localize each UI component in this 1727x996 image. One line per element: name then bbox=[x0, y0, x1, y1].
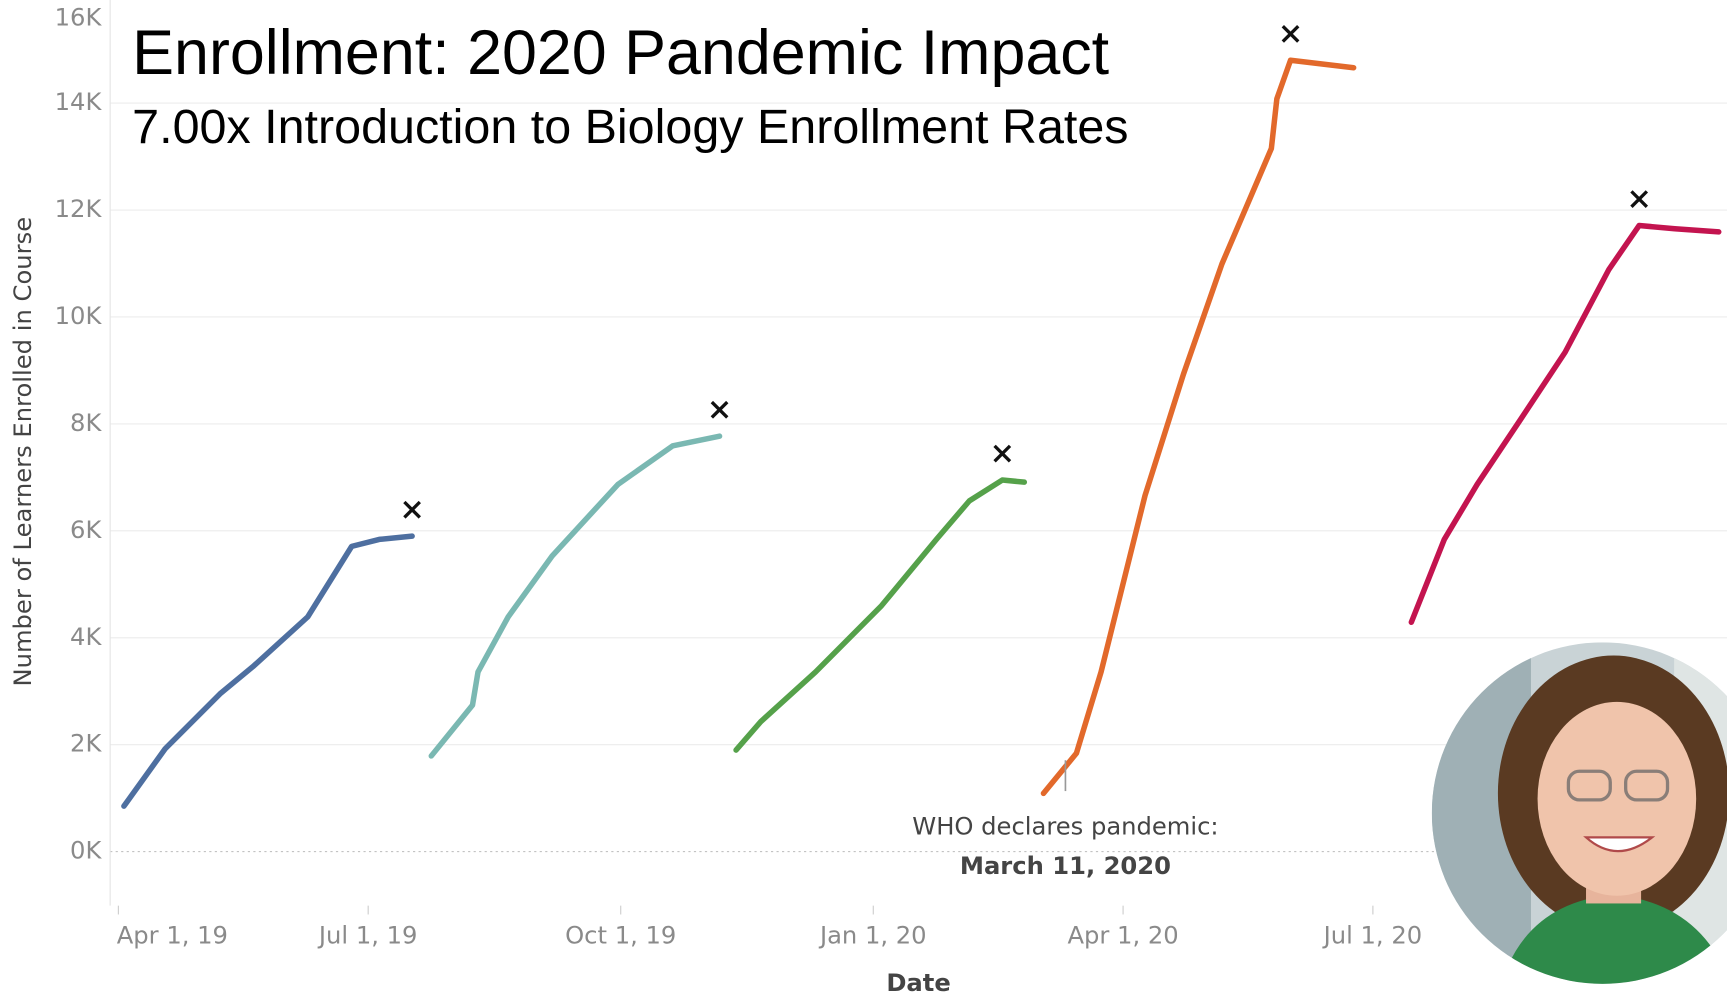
y-tick-label: 0K bbox=[70, 837, 102, 865]
peak-marker bbox=[403, 500, 421, 519]
peak-marker bbox=[1630, 190, 1649, 208]
x-tick-label: Jul 1, 20 bbox=[1322, 922, 1423, 950]
annotation-text: WHO declares pandemic: bbox=[912, 812, 1218, 840]
series-line bbox=[428, 433, 723, 759]
presenter-photo bbox=[1431, 642, 1727, 984]
y-tick-label: 12K bbox=[55, 195, 103, 223]
y-axis-label: Number of Learners Enrolled in Course bbox=[9, 217, 37, 687]
peak-marker bbox=[1281, 24, 1300, 43]
series-line bbox=[121, 533, 415, 809]
y-tick-label: 4K bbox=[70, 623, 102, 651]
chart-title: Enrollment: 2020 Pandemic Impact bbox=[132, 18, 1109, 88]
y-tick-label: 16K bbox=[55, 4, 103, 32]
y-tick-label: 14K bbox=[55, 88, 103, 116]
peak-marker bbox=[710, 400, 729, 419]
x-tick-label: Jul 1, 19 bbox=[317, 922, 418, 950]
x-tick-label: Apr 1, 20 bbox=[1067, 922, 1178, 950]
y-tick-label: 8K bbox=[70, 409, 102, 437]
x-tick-label: Jan 1, 20 bbox=[818, 922, 927, 950]
y-tick-label: 6K bbox=[70, 516, 102, 544]
peak-marker bbox=[993, 444, 1012, 463]
x-tick-label: Apr 1, 19 bbox=[117, 922, 228, 950]
grid: 0K 2K 4K 6K 8K 10K 12K 14K 16K Apr 1, 19 Jul 1, 19… bbox=[55, 0, 1727, 950]
plot-area: WHO declares pandemic: March 11, 2020 bbox=[121, 24, 1722, 880]
annotation-date: March 11, 2020 bbox=[960, 852, 1171, 880]
series-line bbox=[1040, 57, 1357, 797]
chart-subtitle: 7.00x Introduction to Biology Enrollment… bbox=[132, 100, 1128, 154]
series-line bbox=[733, 477, 1028, 753]
y-tick-label: 2K bbox=[70, 730, 102, 758]
y-tick-label: 10K bbox=[55, 302, 103, 330]
x-axis-label: Date bbox=[886, 969, 950, 996]
series-line bbox=[1408, 222, 1722, 626]
x-tick-label: Oct 1, 19 bbox=[565, 922, 676, 950]
